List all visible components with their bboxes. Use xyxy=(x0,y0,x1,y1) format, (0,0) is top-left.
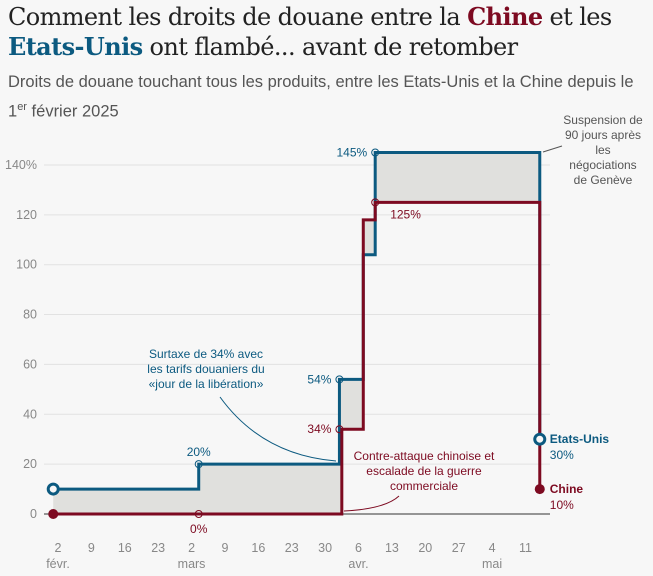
point-marker xyxy=(194,460,203,469)
chart-title: Comment les droits de douane entre la Ch… xyxy=(8,2,648,62)
gap-area xyxy=(53,152,540,514)
x-month-label: mars xyxy=(178,557,206,571)
x-tick-label: 9 xyxy=(88,541,95,555)
annotation-text: commerciale xyxy=(390,479,458,493)
point-marker xyxy=(335,425,344,434)
annotation-leader xyxy=(542,145,563,153)
title-us: Etats-Unis xyxy=(8,32,143,61)
point-marker xyxy=(194,510,203,518)
chart-subtitle: Droits de douane touchant tous les produ… xyxy=(8,70,648,125)
x-tick-label: 9 xyxy=(221,541,228,555)
x-tick-label: 13 xyxy=(385,541,399,555)
title-text: et les xyxy=(542,3,613,31)
point-label: 54% xyxy=(307,372,331,386)
x-tick-label: 6 xyxy=(355,541,362,555)
annotation-leader xyxy=(343,495,400,512)
x-month-label: févr. xyxy=(46,557,70,571)
series-line-china xyxy=(53,200,542,516)
y-tick-label: 140% xyxy=(5,158,37,172)
annotation-text: de Genève xyxy=(574,173,633,187)
subtitle-sup: er xyxy=(17,101,27,113)
annotation-text: 90 jours après xyxy=(565,128,641,142)
x-tick-label: 2 xyxy=(55,541,62,555)
subtitle-text: février 2025 xyxy=(26,102,119,121)
y-tick-label: 120 xyxy=(16,208,37,222)
title-text: ont flambé... avant de retomber xyxy=(142,33,519,61)
point-label: 34% xyxy=(307,422,331,436)
annotation-leader xyxy=(219,396,337,462)
title-text: Comment les droits de douane entre la xyxy=(8,3,468,31)
start-marker-us xyxy=(46,482,60,496)
point-label: 20% xyxy=(187,445,211,459)
subtitle-text: Droits de douane touchant tous les produ… xyxy=(8,73,634,121)
x-tick-label: 23 xyxy=(285,541,299,555)
x-month-label: avr. xyxy=(348,557,368,571)
x-tick-label: 2 xyxy=(188,541,195,555)
x-tick-label: 16 xyxy=(118,541,132,555)
x-tick-label: 20 xyxy=(418,541,432,555)
start-marker-china xyxy=(48,509,59,519)
point-label: 125% xyxy=(390,207,421,221)
annotation-text: les tarifs douaniers du xyxy=(147,362,264,376)
y-tick-label: 100 xyxy=(16,258,37,272)
point-marker xyxy=(335,375,344,384)
end-marker-china xyxy=(534,484,545,495)
annotation-text: Contre-attaque chinoise et xyxy=(354,449,495,463)
annotation-text: «jour de la libération» xyxy=(149,377,264,391)
end-value-china: 10% xyxy=(550,498,574,512)
point-marker xyxy=(371,148,380,157)
y-tick-label: 80 xyxy=(23,308,37,322)
y-tick-label: 60 xyxy=(23,357,37,371)
x-month-label: mai xyxy=(482,557,502,571)
annotation-text: négociations xyxy=(569,158,636,172)
annotation-text: les xyxy=(595,143,610,157)
x-tick-label: 27 xyxy=(452,541,466,555)
annotation-text: escalade de la guerre xyxy=(366,464,482,478)
point-label: 0% xyxy=(190,522,208,536)
x-tick-label: 11 xyxy=(519,541,532,555)
end-value-us: 30% xyxy=(550,448,574,462)
annotation-text: Suspension de xyxy=(563,113,643,127)
y-tick-label: 40 xyxy=(23,407,37,421)
x-tick-label: 4 xyxy=(489,541,496,555)
title-china: Chine xyxy=(467,2,543,31)
x-tick-label: 30 xyxy=(318,541,332,555)
end-label-us: Etats-Unis xyxy=(550,432,610,446)
end-label-china: Chine xyxy=(550,482,584,496)
end-marker-us xyxy=(533,432,547,446)
annotation-text: Surtaxe de 34% avec xyxy=(149,347,263,361)
x-tick-label: 23 xyxy=(151,541,165,555)
x-tick-label: 16 xyxy=(251,541,265,555)
point-label: 145% xyxy=(337,146,368,160)
y-tick-label: 20 xyxy=(23,457,37,471)
y-tick-label: 0 xyxy=(30,507,37,521)
point-marker xyxy=(371,198,380,207)
